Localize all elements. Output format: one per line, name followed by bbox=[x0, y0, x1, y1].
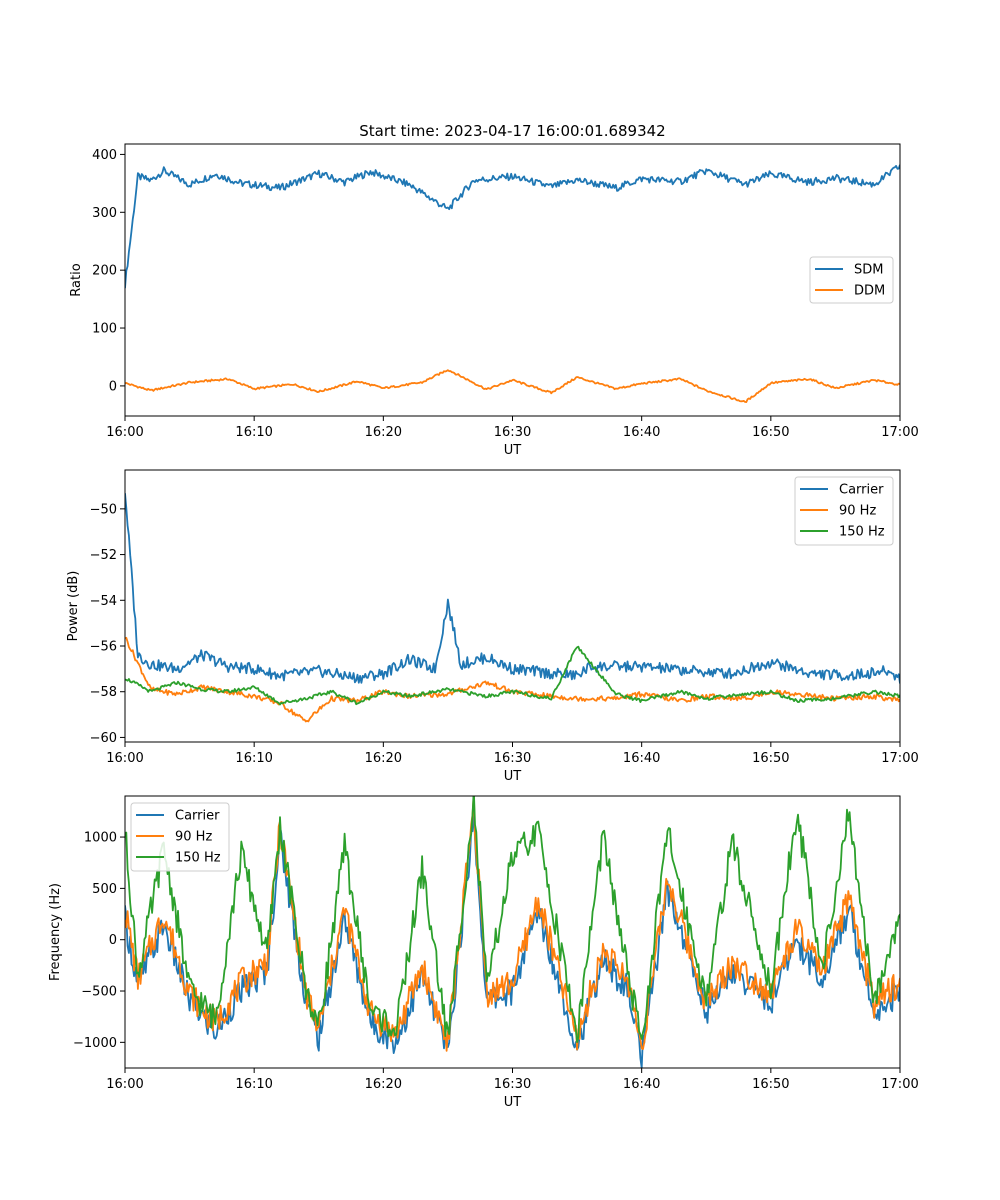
series-line-90-hz bbox=[125, 796, 900, 1052]
y-tick-label: 400 bbox=[92, 148, 117, 163]
legend-entry: Carrier bbox=[175, 809, 220, 824]
y-tick-label: 0 bbox=[109, 933, 117, 948]
legend-entry: SDM bbox=[854, 263, 883, 278]
x-axis-label: UT bbox=[504, 1095, 522, 1110]
x-tick-label: 16:10 bbox=[235, 751, 272, 766]
y-tick-label: −56 bbox=[90, 640, 117, 655]
legend-box bbox=[130, 802, 230, 872]
series-line-sdm bbox=[125, 164, 900, 289]
x-tick-label: 16:10 bbox=[235, 1077, 272, 1092]
y-tick-label: −500 bbox=[81, 985, 117, 1000]
y-tick-label: 300 bbox=[92, 206, 117, 221]
x-axis-label: UT bbox=[504, 443, 522, 458]
x-tick-label: 16:50 bbox=[752, 751, 789, 766]
figure-title: Start time: 2023-04-17 16:00:01.689342 bbox=[359, 122, 665, 140]
y-tick-label: 100 bbox=[92, 322, 117, 337]
x-tick-label: 16:00 bbox=[106, 751, 143, 766]
x-tick-label: 16:30 bbox=[494, 751, 531, 766]
x-tick-label: 16:30 bbox=[494, 425, 531, 440]
y-tick-label: 200 bbox=[92, 264, 117, 279]
series-line-90-hz bbox=[125, 636, 900, 723]
legend-entry: 150 Hz bbox=[175, 851, 221, 866]
y-tick-label: −1000 bbox=[73, 1036, 117, 1051]
plot-frame bbox=[124, 795, 901, 1069]
ratio-chart-panel: 16:00 16:10 16:20 16:30 16:40 16:50 17:00 0 100 2… bbox=[69, 143, 919, 458]
x-tick-label: 17:00 bbox=[881, 1077, 918, 1092]
series-line-150-hz bbox=[125, 796, 900, 1043]
power-chart-panel: 16:00 16:10 16:20 16:30 16:40 16:50 17:00 −60 −5… bbox=[66, 469, 919, 784]
x-tick-label: 16:40 bbox=[623, 1077, 660, 1092]
x-tick-label: 16:40 bbox=[623, 751, 660, 766]
y-tick-label: 0 bbox=[109, 379, 117, 394]
series-line-carrier bbox=[125, 493, 900, 684]
series-line-150-hz bbox=[125, 645, 900, 706]
y-axis-label: Power (dB) bbox=[66, 571, 81, 642]
x-tick-label: 16:50 bbox=[752, 1077, 789, 1092]
legend-entry: Carrier bbox=[839, 483, 884, 498]
x-tick-label: 17:00 bbox=[881, 751, 918, 766]
y-tick-label: −50 bbox=[90, 502, 117, 517]
legend-box bbox=[794, 476, 894, 546]
x-tick-label: 16:20 bbox=[365, 1077, 402, 1092]
plot-frame bbox=[124, 469, 901, 743]
frequency-chart-panel: 16:00 16:10 16:20 16:30 16:40 16:50 17:00 −1000… bbox=[48, 795, 919, 1110]
x-tick-label: 16:40 bbox=[623, 425, 660, 440]
x-tick-label: 16:20 bbox=[365, 751, 402, 766]
y-tick-label: 500 bbox=[92, 882, 117, 897]
y-tick-label: 1000 bbox=[84, 831, 117, 846]
plot-frame bbox=[124, 143, 901, 417]
legend: Carrier 90 Hz 150 Hz bbox=[130, 802, 230, 872]
legend-entry: 150 Hz bbox=[839, 525, 885, 540]
x-axis-label: UT bbox=[504, 769, 522, 784]
x-tick-label: 16:30 bbox=[494, 1077, 531, 1092]
y-tick-label: −58 bbox=[90, 685, 117, 700]
series-line-ddm bbox=[125, 369, 900, 403]
x-tick-label: 16:50 bbox=[752, 425, 789, 440]
x-tick-label: 17:00 bbox=[881, 425, 918, 440]
legend-entry: DDM bbox=[854, 284, 885, 299]
x-tick-label: 16:00 bbox=[106, 1077, 143, 1092]
y-tick-label: −54 bbox=[90, 594, 117, 609]
y-axis-label: Ratio bbox=[69, 263, 84, 296]
legend-entry: 90 Hz bbox=[175, 830, 212, 845]
y-tick-label: −52 bbox=[90, 548, 117, 563]
legend: Carrier 90 Hz 150 Hz bbox=[794, 476, 894, 546]
x-tick-label: 16:10 bbox=[235, 425, 272, 440]
x-tick-label: 16:20 bbox=[365, 425, 402, 440]
y-axis-label: Frequency (Hz) bbox=[48, 883, 63, 981]
y-tick-label: −60 bbox=[90, 731, 117, 746]
legend-entry: 90 Hz bbox=[839, 504, 876, 519]
x-tick-label: 16:00 bbox=[106, 425, 143, 440]
legend: SDM DDM bbox=[809, 256, 894, 304]
